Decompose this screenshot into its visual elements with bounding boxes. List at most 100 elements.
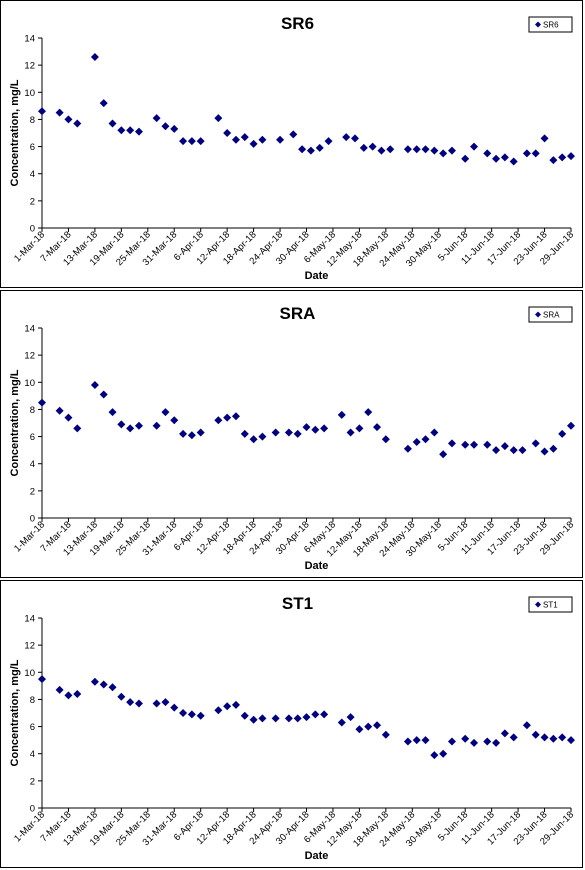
data-point — [38, 398, 46, 407]
data-point — [540, 733, 549, 742]
data-point — [558, 153, 567, 162]
data-point — [170, 124, 179, 133]
data-point — [240, 711, 249, 720]
data-point — [64, 413, 73, 422]
data-point — [73, 690, 82, 698]
data-point — [558, 429, 567, 438]
data-point — [187, 710, 196, 719]
chart-title: SR6 — [281, 14, 314, 33]
data-point — [55, 685, 64, 694]
data-point — [355, 424, 364, 433]
data-point — [258, 135, 267, 144]
y-tick-label: 0 — [30, 514, 35, 525]
data-point — [421, 435, 430, 444]
data-point — [38, 107, 46, 116]
legend-marker-icon — [535, 21, 541, 28]
y-axis-title: Concentration, mg/L — [9, 369, 21, 476]
data-point — [187, 137, 196, 146]
legend-label: ST1 — [543, 601, 558, 610]
y-tick-label: 14 — [24, 324, 35, 335]
data-point — [346, 713, 355, 722]
data-point — [470, 738, 479, 747]
y-tick-label: 4 — [30, 459, 35, 470]
data-point — [315, 143, 324, 152]
data-point — [258, 714, 267, 723]
data-point — [359, 143, 368, 152]
chart-title: ST1 — [282, 594, 313, 613]
data-point — [64, 115, 73, 124]
data-point — [421, 145, 430, 154]
data-point — [439, 450, 448, 459]
chart-panel-st1: ST1 0 2 4 6 8 10 12 14 1-Mar-18 7-Mar-18 13-Mar-18 1… — [0, 580, 583, 868]
data-point — [470, 440, 479, 449]
data-point — [447, 146, 456, 155]
data-point — [271, 714, 280, 723]
data-point — [302, 713, 311, 722]
data-point — [509, 446, 518, 455]
data-point — [231, 412, 240, 421]
data-point — [170, 703, 179, 712]
chart-panel-sra: SRA 0 2 4 6 8 10 12 14 1-Mar-18 7-Mar-18 13-Mar-18 1… — [0, 290, 583, 578]
data-point — [126, 424, 135, 433]
data-point — [293, 429, 302, 438]
data-point — [355, 725, 364, 734]
data-point — [311, 710, 320, 719]
data-point — [403, 737, 412, 746]
data-point — [381, 435, 390, 444]
data-point — [152, 114, 161, 123]
data-point — [531, 730, 540, 739]
data-point — [152, 421, 161, 430]
data-point — [152, 699, 161, 708]
data-point — [117, 692, 126, 701]
y-tick-label: 0 — [30, 224, 35, 235]
x-axis-title: Date — [305, 270, 329, 282]
legend: SR6 — [528, 16, 573, 33]
data-point — [337, 718, 346, 727]
data-point — [231, 135, 240, 144]
y-tick-label: 8 — [30, 405, 35, 416]
data-point — [364, 722, 373, 731]
data-point — [126, 126, 135, 135]
data-point — [293, 714, 302, 723]
data-point — [470, 142, 479, 151]
y-tick-label: 6 — [30, 432, 35, 443]
data-point — [320, 424, 329, 433]
data-point — [258, 432, 267, 441]
legend: SRA — [528, 306, 573, 323]
data-point — [373, 721, 382, 730]
data-point — [108, 683, 117, 692]
data-point — [117, 420, 126, 429]
data-point — [223, 413, 232, 422]
data-point — [298, 145, 307, 154]
data-point — [364, 408, 373, 417]
y-tick-label: 8 — [30, 115, 35, 126]
data-point — [522, 721, 531, 730]
data-point — [447, 737, 456, 746]
data-point — [223, 702, 232, 711]
legend-box — [528, 306, 573, 323]
data-point — [324, 137, 333, 146]
data-point — [55, 108, 64, 117]
data-point — [196, 137, 205, 146]
data-point — [447, 439, 456, 448]
data-point — [403, 444, 412, 453]
y-tick-label: 2 — [30, 776, 35, 787]
data-point — [284, 428, 293, 437]
chart-svg: ST1024681012141-Mar-187-Mar-1813-Mar-181… — [9, 594, 576, 862]
y-tick-label: 4 — [30, 749, 35, 760]
y-tick-label: 12 — [24, 641, 35, 652]
y-tick-label: 12 — [24, 351, 35, 362]
data-point — [522, 149, 531, 158]
data-point — [492, 446, 501, 455]
y-tick-label: 10 — [24, 668, 35, 679]
data-point — [549, 734, 558, 743]
data-point — [99, 390, 108, 399]
data-point — [161, 408, 170, 417]
data-point — [549, 156, 558, 165]
data-point — [223, 129, 232, 137]
legend-label: SRA — [543, 311, 560, 320]
data-point — [90, 381, 99, 389]
y-axis-title: Concentration, mg/L — [9, 79, 21, 186]
data-point — [509, 157, 518, 166]
data-point — [500, 153, 509, 162]
